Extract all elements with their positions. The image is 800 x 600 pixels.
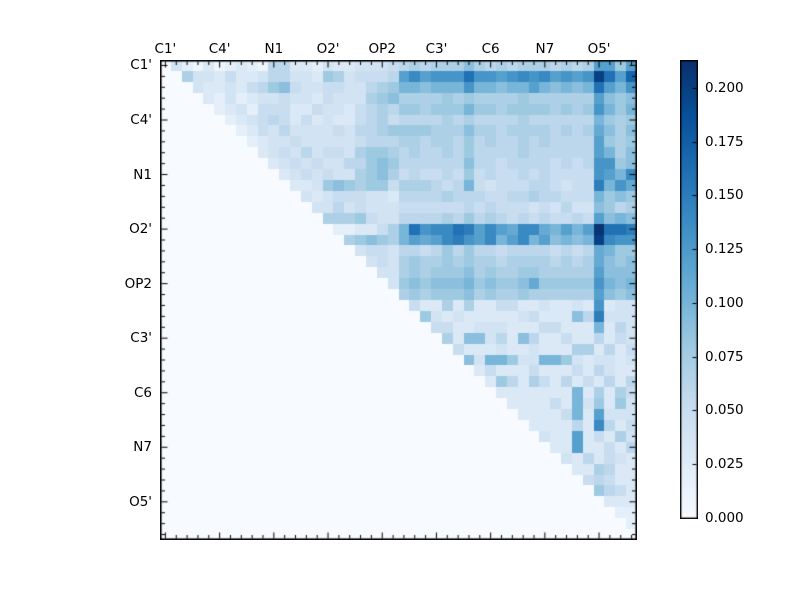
y-tick-label: C3'	[130, 330, 152, 347]
y-tick-label: N1	[133, 166, 152, 183]
colorbar-tick-label: 0.125	[705, 241, 744, 258]
y-tick-label: O2'	[129, 221, 152, 238]
colorbar-tick-label: 0.150	[705, 187, 744, 204]
x-tick-label: N7	[535, 41, 555, 57]
colorbar-tick-label: 0.175	[705, 133, 744, 150]
colorbar-tick-label: 0.100	[705, 294, 744, 311]
x-tick-label: C6	[481, 41, 500, 57]
y-tick-label: C1'	[130, 57, 152, 74]
x-tick-label: O2'	[316, 41, 340, 57]
colorbar	[680, 60, 698, 519]
colorbar-tick-label: 0.075	[705, 348, 744, 365]
colorbar-tick-label: 0.000	[705, 510, 744, 526]
y-tick-label: O5'	[129, 493, 152, 510]
heatmap-canvas	[160, 60, 637, 540]
x-tick-label: C3'	[425, 41, 448, 57]
y-tick-label: N7	[133, 439, 152, 456]
x-tick-label: C4'	[208, 41, 231, 57]
x-tick-label: O5'	[587, 41, 611, 57]
colorbar-tick-label: 0.200	[705, 79, 744, 96]
colorbar-tick-label: 0.025	[705, 456, 744, 473]
x-tick-label: OP2	[368, 41, 396, 57]
colorbar-tick-label: 0.050	[705, 402, 744, 419]
y-tick-label: C6	[133, 384, 152, 401]
y-tick-label: C4'	[130, 112, 152, 128]
x-tick-label: N1	[264, 41, 284, 57]
x-tick-label: C1'	[154, 41, 177, 57]
y-tick-label: OP2	[124, 275, 152, 292]
